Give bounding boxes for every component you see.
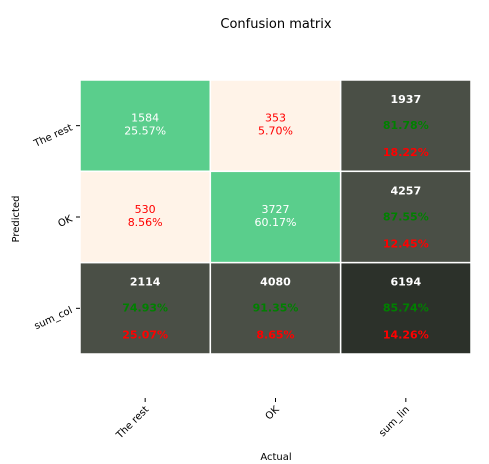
cell-good-percent: 85.74% bbox=[383, 302, 429, 315]
cell-percent: 25.57% bbox=[124, 125, 166, 138]
cell-good-percent: 87.55% bbox=[383, 210, 429, 223]
x-tick-label: OK bbox=[264, 404, 282, 422]
cell-good-percent: 74.93% bbox=[122, 302, 168, 315]
y-tick-label: OK bbox=[57, 214, 75, 230]
cell-bad-percent: 12.45% bbox=[383, 237, 429, 250]
cell-percent: 60.17% bbox=[255, 216, 297, 229]
y-tick-label: sum_col bbox=[33, 305, 75, 332]
cell-percent: 8.56% bbox=[128, 216, 163, 229]
matrix-cell: 2114 74.93% 25.07% bbox=[79, 261, 212, 355]
cell-good-percent: 91.35% bbox=[253, 302, 299, 315]
y-ticks: The rest OK sum_col bbox=[32, 122, 80, 332]
matrix-cell-background bbox=[209, 261, 342, 355]
matrix-cell-background bbox=[339, 170, 472, 264]
cell-percent: 5.70% bbox=[258, 125, 293, 138]
cell-count: 4080 bbox=[260, 276, 291, 289]
cell-count: 4257 bbox=[391, 184, 422, 197]
matrix-cell-background bbox=[79, 79, 212, 173]
x-ticks: The rest OK sum_lin bbox=[114, 397, 412, 442]
x-tick-label: sum_lin bbox=[377, 404, 412, 439]
cell-count: 1937 bbox=[391, 93, 422, 106]
cell-bad-percent: 14.26% bbox=[383, 329, 429, 342]
cell-count: 2114 bbox=[130, 276, 161, 289]
matrix-cell: 4257 87.55% 12.45% bbox=[339, 170, 472, 264]
matrix-cells: 158425.57%3535.70%193781.78%18.22%5308.5… bbox=[79, 79, 472, 355]
cell-bad-percent: 8.65% bbox=[256, 329, 294, 342]
cell-bad-percent: 18.22% bbox=[383, 146, 429, 159]
x-tick-label: The rest bbox=[114, 404, 151, 441]
cell-count: 1584 bbox=[131, 112, 159, 125]
cell-count: 3727 bbox=[261, 203, 289, 216]
matrix-cell-background bbox=[79, 261, 212, 355]
cell-count: 530 bbox=[135, 203, 156, 216]
matrix-cell-background bbox=[209, 79, 342, 173]
cell-count: 6194 bbox=[391, 276, 422, 289]
x-axis-label: Actual bbox=[260, 452, 291, 463]
chart-title: Confusion matrix bbox=[220, 17, 331, 32]
y-tick-label: The rest bbox=[32, 122, 75, 150]
matrix-cell: 1937 81.78% 18.22% bbox=[339, 79, 472, 173]
matrix-cell: 6194 85.74% 14.26% bbox=[339, 261, 472, 355]
y-axis-label: Predicted bbox=[11, 196, 22, 243]
matrix-cell-background bbox=[79, 170, 212, 264]
cell-good-percent: 81.78% bbox=[383, 119, 429, 132]
cell-count: 353 bbox=[265, 112, 286, 125]
matrix-cell-background bbox=[339, 79, 472, 173]
cell-bad-percent: 25.07% bbox=[122, 329, 168, 342]
matrix-cell-background bbox=[339, 261, 472, 355]
matrix-cell: 4080 91.35% 8.65% bbox=[209, 261, 342, 355]
